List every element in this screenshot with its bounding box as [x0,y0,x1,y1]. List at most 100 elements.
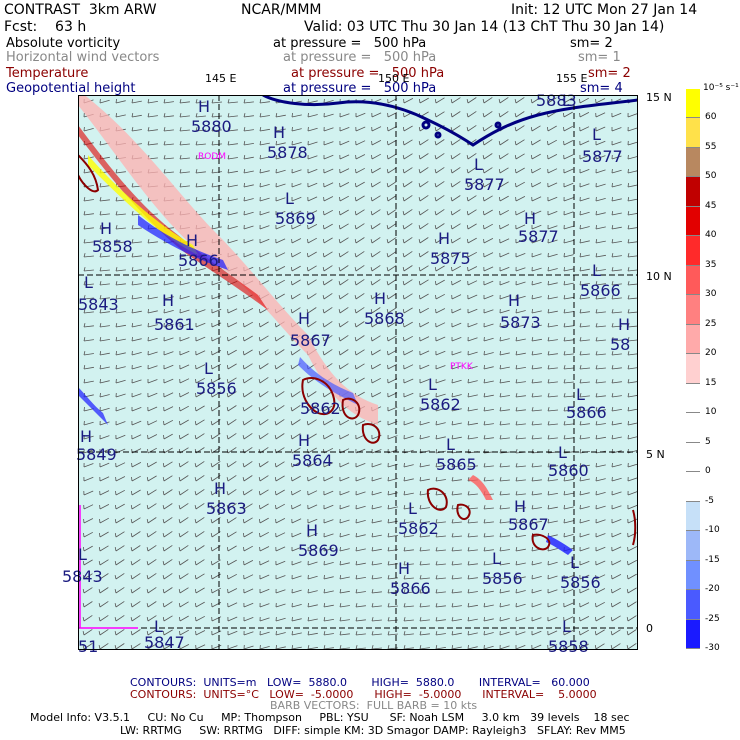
wind-barb [595,267,606,272]
wind-barb [194,461,205,468]
wind-barb [114,615,125,622]
wind-barb [386,223,397,230]
wind-barb [499,435,510,440]
wind-barb [594,629,605,636]
wind-barb [419,617,430,622]
wind-barb [499,533,510,538]
wind-barb [147,267,158,272]
wind-barb [275,518,286,524]
wind-barb [82,559,93,566]
contour-label-type: H [398,559,411,578]
colorbar-swatch [686,206,700,237]
wind-barb [611,281,622,286]
wind-barb [563,97,573,104]
wind-barb [563,238,574,244]
wind-barb [99,225,110,230]
wind-barb [435,560,446,566]
wind-barb [611,574,622,580]
wind-barb [531,153,541,160]
wind-barb [627,434,638,440]
wind-barb [611,295,622,300]
wind-barb [275,211,286,216]
wind-barb [355,167,365,174]
wind-barb [371,547,382,552]
wind-barb [226,517,237,524]
wind-barb [467,350,478,356]
contour-label-value: 5864 [292,451,333,470]
wind-barb [435,603,446,608]
wind-barb [242,405,253,412]
wind-barb [83,490,94,496]
wind-barb [418,167,429,174]
wind-barb [531,351,542,356]
wind-barb [338,279,349,286]
wind-barb [371,392,382,398]
wind-barb [467,561,478,566]
wind-barb [498,181,509,188]
wind-barb [99,98,110,104]
wind-barb [258,461,269,468]
wind-barb [515,588,526,594]
wind-barb [499,238,510,244]
wind-barb [419,645,430,650]
wind-barb [627,154,638,160]
wind-barb [275,588,286,594]
wind-barb [563,140,574,146]
wind-barb [355,140,366,146]
wind-barb [83,545,93,552]
wind-barb [275,168,286,174]
wind-barb [402,307,413,314]
contour-label-value: 51 [78,637,99,656]
wind-barb [451,631,462,636]
contour-label-value: 5877 [518,227,559,246]
wind-barb [483,561,494,566]
wind-barb [131,475,141,482]
wind-barb [419,631,430,636]
wind-barb [147,350,158,356]
wind-barb [451,392,462,398]
wind-barb [258,419,269,426]
wind-barb [579,97,589,104]
wind-barb [499,308,510,314]
wind-barb [515,351,526,356]
wind-barb [402,181,413,188]
wind-barb [163,322,174,328]
wind-barb [290,433,301,440]
wind-barb [403,321,413,328]
field-level-geopotential: at pressure = 500 hPa [283,81,437,96]
wind-barb [482,125,493,132]
wind-barb [402,209,413,216]
wind-barb [306,265,317,272]
wind-barb [163,433,173,440]
wind-barb [259,155,270,160]
contour-label-value: 5877 [464,175,505,194]
wind-barb [322,265,333,272]
wind-barb [547,560,558,566]
wind-barb [435,477,446,482]
wind-barb [467,589,478,594]
wind-barb [451,645,462,650]
wind-barb [243,155,254,160]
wind-barb [146,545,157,552]
wind-barb [370,293,381,300]
wind-barb [355,589,366,594]
wind-barb [322,251,333,258]
wind-barb [323,182,334,188]
wind-barb [242,517,253,524]
wind-barb [355,377,365,384]
wind-barb [595,601,605,608]
wind-barb [371,575,382,580]
colorbar-swatch [686,442,700,473]
wind-barb [579,378,590,384]
wind-barb [242,391,253,398]
wind-barb [466,97,477,104]
wind-barb [579,643,589,650]
wind-barb [275,140,286,146]
colorbar [686,89,700,649]
wind-barb [547,616,558,622]
wind-barb [210,559,221,566]
wind-barb [83,379,94,384]
wind-barb [258,377,269,384]
wind-barb [467,364,478,370]
wind-barb [515,379,526,384]
